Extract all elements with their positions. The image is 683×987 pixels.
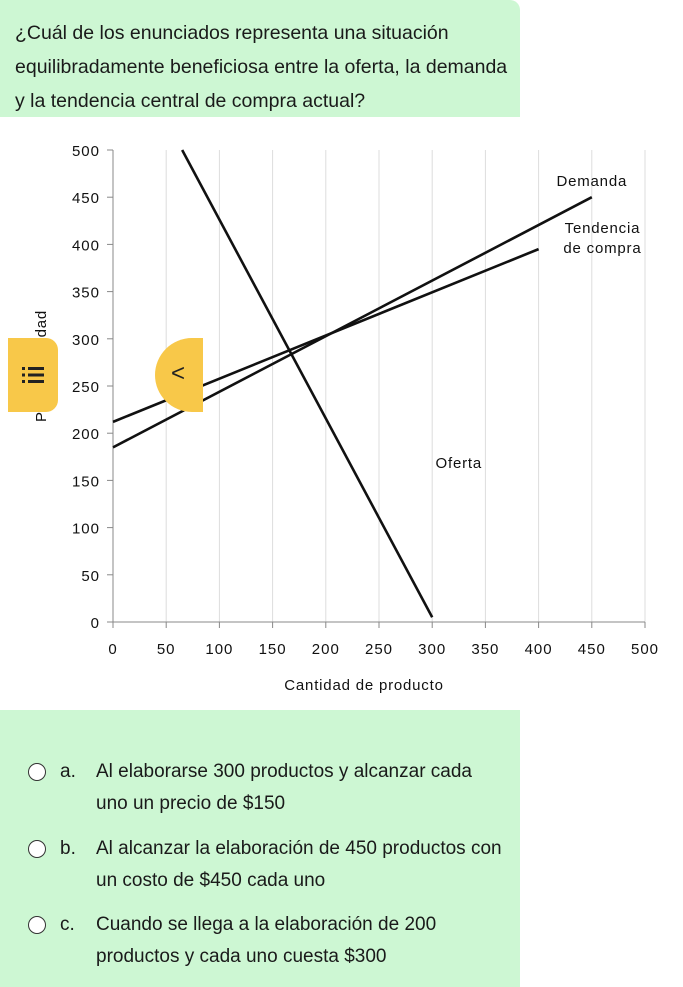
answer-option-b[interactable]: b. Al alcanzar la elaboración de 450 pro… [0,827,520,905]
answer-text-a: Al elaborarse 300 productos y alcanzar c… [96,761,473,814]
question-text: ¿Cuál de los enunciados representa una s… [15,22,508,112]
answer-letter-a: a. [60,761,76,782]
series-annotation: de compra [563,240,641,257]
y-tick-label: 0 [91,615,100,632]
x-tick-label: 250 [365,641,393,658]
answer-text-b: Al alcanzar la elaboración de 450 produc… [96,838,502,891]
y-tick-label: 50 [81,568,100,585]
supply-demand-chart: 0 50 100 150 200 250 300 350 400 450 500 0 50 100 150 2… [33,143,659,694]
chevron-left-icon: < [171,360,186,387]
x-tick-label: 200 [312,641,340,658]
x-tick-label: 450 [578,641,606,658]
series-annotation: Oferta [436,455,482,472]
series-annotation: Demanda [556,173,627,190]
x-tick-label: 150 [259,641,287,658]
y-tick-label: 350 [72,285,100,302]
answer-letter-b: b. [60,838,76,859]
answer-text-c: Cuando se llega a la elaboración de 200 … [96,914,437,967]
answer-letter-c: c. [60,914,75,935]
x-tick-label: 100 [205,641,233,658]
y-tick-label: 100 [72,521,100,538]
menu-button[interactable] [8,338,58,412]
y-tick-label: 250 [72,379,100,396]
radio-c[interactable] [28,916,46,934]
answer-option-a[interactable]: a. Al elaborarse 300 productos y alcanza… [0,750,520,828]
y-tick-label: 400 [72,237,100,254]
answer-option-c[interactable]: c. Cuando se llega a la elaboración de 2… [0,903,520,981]
x-tick-label: 500 [631,641,659,658]
x-tick-label: 300 [418,641,446,658]
x-tick-label: 50 [157,641,176,658]
radio-a[interactable] [28,763,46,781]
y-tick-label: 450 [72,190,100,207]
x-tick-label: 400 [525,641,553,658]
answers-panel: a. Al elaborarse 300 productos y alcanza… [0,710,520,987]
series-annotation: Tendencia [565,220,641,237]
y-tick-label: 500 [72,143,100,160]
y-tick-label: 300 [72,332,100,349]
x-tick-label: 0 [108,641,117,658]
series-line-oferta [181,149,434,618]
x-axis-title: Cantidad de producto [284,677,443,694]
y-tick-label: 150 [72,473,100,490]
list-icon [22,367,44,383]
y-tick-label: 200 [72,426,100,443]
question-panel: ¿Cuál de los enunciados representa una s… [0,0,520,117]
chart-panel: 0 50 100 150 200 250 300 350 400 450 500 0 50 100 150 2… [0,117,683,710]
radio-b[interactable] [28,840,46,858]
x-tick-label: 350 [471,641,499,658]
